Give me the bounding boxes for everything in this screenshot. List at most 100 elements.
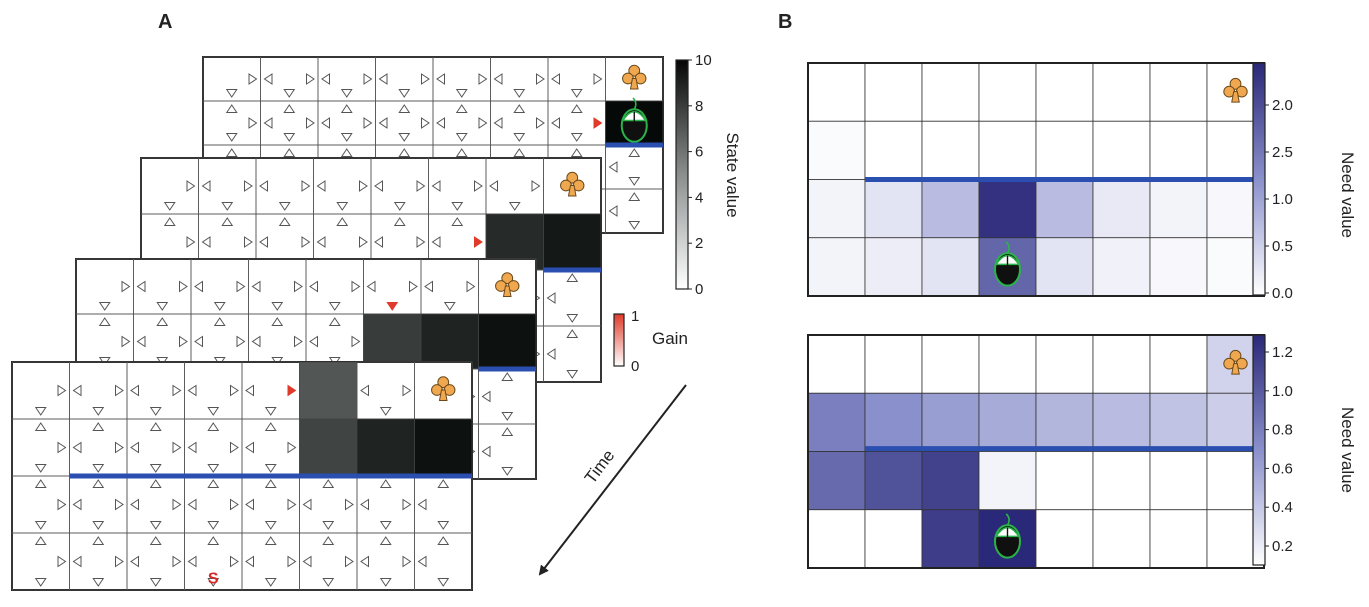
club-reward-icon <box>431 376 456 401</box>
action-marker <box>493 73 503 85</box>
action-marker <box>278 202 291 211</box>
action-marker <box>455 89 468 98</box>
action-marker <box>431 180 441 192</box>
action-marker <box>207 479 220 488</box>
action-marker <box>481 390 491 403</box>
need-cell <box>1092 62 1151 122</box>
action-marker <box>359 236 368 248</box>
action-marker <box>386 302 399 311</box>
action-marker <box>92 479 105 488</box>
action-marker <box>34 407 47 416</box>
action-marker <box>172 441 182 454</box>
action-marker <box>179 280 188 293</box>
need-cell <box>1035 451 1094 511</box>
action-marker <box>566 370 579 379</box>
action-marker <box>551 117 560 129</box>
need-bottom-colorbar-label: Need value <box>1338 407 1357 493</box>
state-value-stack: S <box>11 56 664 591</box>
action-marker <box>501 467 514 476</box>
action-marker <box>436 117 445 129</box>
action-marker <box>393 217 406 226</box>
action-marker <box>244 180 253 192</box>
need-cell <box>978 179 1037 239</box>
mouse-agent-icon <box>620 97 648 143</box>
action-marker <box>402 384 412 397</box>
action-marker <box>451 217 464 226</box>
action-marker <box>149 422 162 431</box>
need-bottom-colorbar-bar <box>1252 334 1266 566</box>
action-marker <box>251 280 261 293</box>
state-cell <box>414 532 473 591</box>
action-marker <box>513 104 526 113</box>
action-marker <box>251 335 261 348</box>
action-marker <box>398 148 411 157</box>
action-marker <box>301 180 311 192</box>
need-top-colorbar-ticks: 2.0 2.5 1.0 0.5 0.0 <box>1265 97 1293 302</box>
action-marker <box>513 148 526 157</box>
action-marker <box>489 180 498 192</box>
gain-max-tick: 1 <box>631 308 639 325</box>
tick-label: 0.6 <box>1272 460 1293 477</box>
need-cell <box>807 509 866 569</box>
action-marker <box>245 498 254 511</box>
action-marker <box>379 521 392 530</box>
action-marker <box>92 407 105 416</box>
action-marker <box>345 555 354 568</box>
action-marker <box>436 73 445 85</box>
action-marker <box>244 236 253 248</box>
action-marker <box>72 441 82 454</box>
tick-label: 0.0 <box>1272 285 1293 302</box>
state-colorbar-label: State value <box>723 132 742 217</box>
need-cell <box>864 392 923 452</box>
need-cell <box>1092 179 1151 239</box>
club-reward-icon <box>495 272 520 297</box>
need-cell <box>921 392 980 452</box>
action-marker <box>236 280 246 293</box>
action-marker <box>366 280 376 293</box>
action-marker <box>351 280 361 293</box>
action-marker <box>628 221 641 230</box>
action-marker <box>398 133 411 142</box>
action-marker <box>194 335 203 348</box>
action-marker <box>340 89 353 98</box>
action-marker <box>283 133 296 142</box>
state-value-colorbar: 10 8 6 4 2 0 State value <box>675 52 742 298</box>
action-marker <box>301 236 311 248</box>
action-marker <box>156 302 169 311</box>
action-marker <box>225 148 238 157</box>
need-cell <box>864 62 923 122</box>
action-marker <box>98 302 111 311</box>
action-marker <box>179 335 188 348</box>
action-marker <box>283 104 296 113</box>
time-arrow-line <box>538 384 687 576</box>
need-cell <box>978 334 1037 394</box>
need-cell <box>1035 509 1094 569</box>
action-marker <box>34 479 47 488</box>
action-marker <box>546 292 556 304</box>
action-marker <box>340 133 353 142</box>
action-marker <box>34 422 47 431</box>
state-cell <box>356 418 415 477</box>
action-marker <box>409 280 418 293</box>
action-marker <box>172 498 182 511</box>
action-marker <box>437 578 450 587</box>
action-marker <box>374 236 383 248</box>
need-cell <box>807 120 866 180</box>
action-marker <box>115 384 124 397</box>
mouse-agent-icon <box>994 513 1021 559</box>
action-marker <box>421 73 430 85</box>
action-marker <box>302 498 312 511</box>
action-marker <box>402 498 412 511</box>
action-marker <box>360 555 369 568</box>
state-cell <box>543 213 602 271</box>
tick-label: 10 <box>695 52 712 69</box>
action-marker <box>501 427 514 436</box>
action-marker <box>302 555 312 568</box>
action-marker <box>271 302 284 311</box>
need-cell <box>1149 62 1208 122</box>
action-marker <box>478 117 488 129</box>
action-marker <box>248 117 258 129</box>
action-marker <box>570 148 583 157</box>
action-marker <box>92 536 105 545</box>
